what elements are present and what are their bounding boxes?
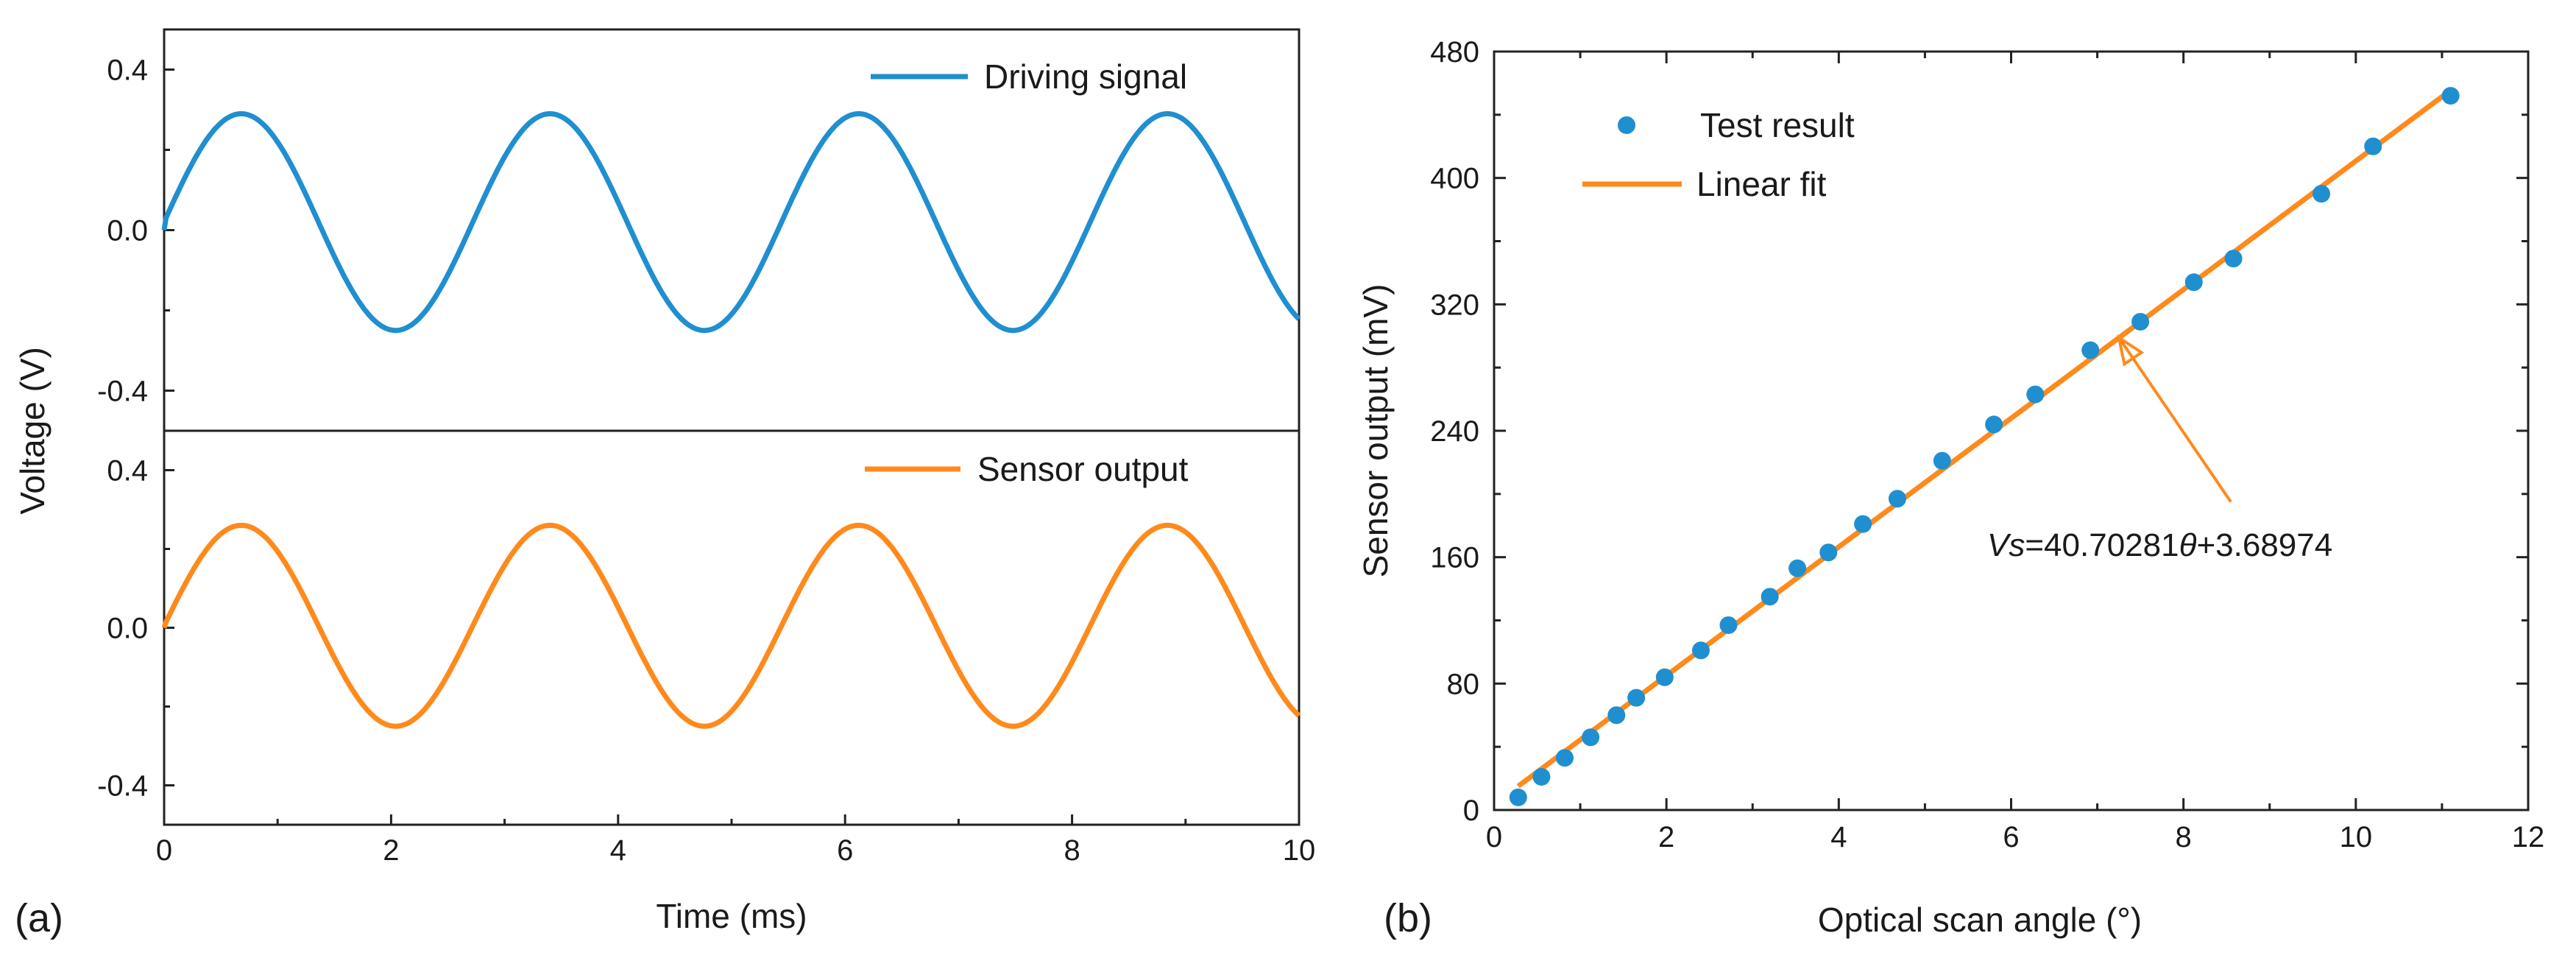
sensor-output-legend-label: Sensor output	[977, 450, 1189, 488]
annotation-arrow-head	[2116, 334, 2145, 367]
test-result-point	[1627, 688, 1646, 707]
panel-a-x-tick-label: 6	[837, 834, 853, 867]
panel-b-legend: Test result Linear fit	[1582, 106, 1855, 203]
panel-b-y-tick-label: 240	[1430, 415, 1479, 448]
test-result-point	[1985, 415, 2003, 434]
panel-b-y-tick-label: 480	[1430, 36, 1479, 68]
linear-fit-line	[1516, 88, 2452, 789]
panel-b-y-tick-label: 160	[1430, 542, 1479, 574]
panel-a-bottom-y-tick-label: -0.4	[97, 770, 148, 803]
panel-a-bottom-y-tick-label: 0.4	[107, 455, 148, 487]
panel-a-top-y-ticks: -0.4 0.0 0.4	[97, 54, 174, 408]
panel-a-top-legend: Driving signal	[871, 57, 1187, 96]
panel-a-top-y-tick-label: 0.4	[107, 54, 148, 87]
panel-a-top-y-tick-label: 0.0	[107, 215, 148, 247]
panel-a-x-tick-label: 8	[1064, 834, 1080, 867]
test-result-point	[1761, 588, 1779, 606]
test-result-point	[1509, 788, 1527, 806]
panel-a-bottom-y-ticks: -0.4 0.0 0.4	[97, 455, 174, 803]
test-result-point	[2441, 87, 2460, 105]
driving-signal-legend-label: Driving signal	[984, 57, 1187, 96]
panel-a-x-ticks: 0 2 4 6 8 10	[156, 814, 1315, 867]
panel-a-bottom-legend: Sensor output	[865, 450, 1189, 488]
sensor-output-line	[161, 522, 1301, 729]
panel-a-bottom-frame	[163, 429, 1301, 826]
panel-b-x-tick-label: 8	[2176, 821, 2192, 853]
test-result-point	[1692, 641, 1710, 660]
panel-b-x-tick-label: 0	[1486, 821, 1502, 853]
panel-b-x-ticks: 0 2 4 6 8 10 12	[1486, 52, 2544, 853]
test-result-legend-marker	[1618, 116, 1635, 134]
panel-a-x-tick-label: 10	[1283, 834, 1316, 867]
panel-b-x-tick-label: 6	[2003, 821, 2019, 853]
panel-a-x-tick-label: 0	[156, 834, 172, 867]
test-result-point	[1854, 515, 1872, 533]
panel-a-x-tick-label: 2	[383, 834, 399, 867]
test-result-point	[1719, 616, 1738, 634]
panel-b-y-tick-label: 400	[1430, 163, 1479, 195]
panel-a: -0.4 0.0 0.4 -0.4 0.0 0.4 0 2 4 6 8 10 Driving si…	[13, 28, 1315, 940]
panel-b-x-tick-label: 10	[2340, 821, 2373, 853]
test-result-legend-label: Test result	[1700, 106, 1855, 144]
panel-b-y-axis-title: Sensor output (mV)	[1356, 284, 1395, 578]
panel-b-label: (b)	[1384, 896, 1432, 940]
panel-b-x-axis-title: Optical scan angle (°)	[1818, 901, 2142, 939]
test-result-point	[2131, 312, 2150, 331]
test-result-point	[1607, 706, 1626, 725]
fit-equation-annotation: Vs=40.70281θ+3.68974	[1987, 334, 2332, 563]
panel-a-y-axis-title: Voltage (V)	[13, 347, 52, 515]
panel-b-x-tick-label: 12	[2512, 821, 2545, 853]
panel-a-top-y-tick-label: -0.4	[97, 376, 148, 408]
test-result-point	[1933, 451, 1951, 470]
driving-signal-line	[161, 110, 1301, 334]
fit-equation-coef1: =40.70281	[2025, 527, 2179, 563]
test-result-point	[1655, 668, 1674, 686]
panel-b-y-tick-label: 320	[1430, 289, 1479, 321]
panel-a-x-axis-title: Time (ms)	[656, 897, 807, 935]
panel-b-x-tick-label: 4	[1830, 821, 1847, 853]
annotation-arrow-line	[2117, 337, 2232, 503]
test-result-point	[2081, 341, 2100, 359]
test-result-point	[2026, 385, 2045, 404]
fit-equation-text: Vs=40.70281θ+3.68974	[1987, 527, 2332, 563]
test-result-point	[2364, 137, 2382, 155]
test-result-point	[2184, 273, 2203, 292]
fit-equation-coef2: +3.68974	[2196, 527, 2332, 563]
fit-equation-var: θ	[2179, 527, 2197, 563]
test-result-point	[1532, 767, 1551, 786]
test-result-point	[2313, 185, 2330, 203]
panel-b-y-ticks: 0 80 160 240 320 400 480	[1430, 36, 2528, 827]
test-result-point	[1819, 543, 1838, 562]
panel-b: 0 80 160 240 320 400 480 0 2 4 6 8 10 12 Test result…	[1356, 36, 2544, 940]
test-result-point	[1788, 559, 1807, 577]
test-result-point	[1582, 728, 1600, 747]
test-result-points	[1509, 87, 2460, 806]
panel-a-x-tick-label: 4	[610, 834, 626, 867]
test-result-point	[1556, 749, 1574, 767]
panel-b-y-tick-label: 0	[1463, 795, 1479, 827]
panel-b-y-tick-label: 80	[1447, 668, 1480, 700]
panel-a-bottom-y-tick-label: 0.0	[107, 613, 148, 645]
panel-b-x-tick-label: 2	[1658, 821, 1674, 853]
fit-equation-prefix: Vs	[1987, 527, 2025, 563]
panel-b-frame	[1493, 50, 2530, 811]
test-result-point	[2224, 250, 2243, 268]
panel-a-label: (a)	[15, 896, 63, 940]
linear-fit-legend-label: Linear fit	[1696, 165, 1827, 203]
test-result-point	[1888, 490, 1906, 508]
